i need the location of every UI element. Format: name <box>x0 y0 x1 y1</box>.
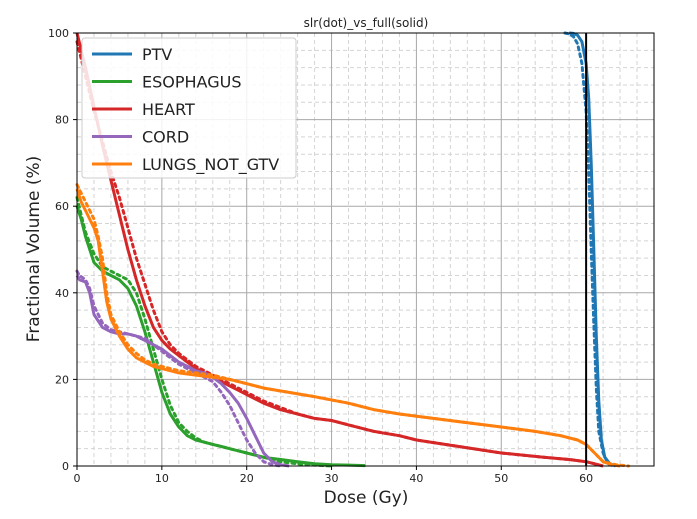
legend-items: PTV ESOPHAGUS HEART CORD LUNGS_NOT_GTV <box>92 45 279 175</box>
y-tick-label: 0 <box>62 460 69 473</box>
y-axis-ticks: 0 20 40 60 80 100 <box>48 27 77 473</box>
x-axis-ticks: 0 10 20 30 40 50 60 <box>74 466 593 485</box>
x-tick-label: 50 <box>494 472 508 485</box>
legend-label-ptv: PTV <box>142 45 172 64</box>
heart-full-solid-line <box>75 32 604 468</box>
x-tick-label: 60 <box>579 472 593 485</box>
x-tick-label: 0 <box>74 472 81 485</box>
x-tick-label: 20 <box>240 472 254 485</box>
y-tick-label: 40 <box>55 287 69 300</box>
legend-label-cord: CORD <box>142 128 189 147</box>
plot-frame <box>76 32 655 467</box>
heart-slr-dotted-line <box>75 40 605 468</box>
series-layer <box>75 31 630 468</box>
esophagus-full-solid-line <box>75 205 366 468</box>
cord-slr-dotted-line <box>75 269 283 468</box>
legend-label-heart: HEART <box>142 100 195 119</box>
x-tick-label: 10 <box>155 472 169 485</box>
y-axis-label: Fractional Volume (%) <box>24 156 44 342</box>
lungs-not-gtv-full-solid-line <box>75 188 621 468</box>
x-axis-label: Dose (Gy) <box>324 488 409 508</box>
legend-box <box>81 37 297 179</box>
legend-label-lungs-not-gtv: LUNGS_NOT_GTV <box>142 155 279 175</box>
legend: PTV ESOPHAGUS HEART CORD LUNGS_NOT_GTV <box>81 37 297 179</box>
legend-label-esophagus: ESOPHAGUS <box>142 73 241 92</box>
y-tick-label: 60 <box>55 200 69 213</box>
ptv-slr-dotted-line <box>563 31 615 468</box>
ptv-full-solid-line <box>568 31 617 468</box>
cord-full-solid-line <box>75 274 290 468</box>
y-tick-label: 80 <box>55 114 69 127</box>
x-tick-label: 40 <box>409 472 423 485</box>
x-tick-label: 30 <box>325 472 339 485</box>
chart-title: slr(dot)_vs_full(solid) <box>304 16 429 30</box>
y-tick-label: 100 <box>48 27 69 40</box>
y-tick-label: 20 <box>55 373 69 386</box>
